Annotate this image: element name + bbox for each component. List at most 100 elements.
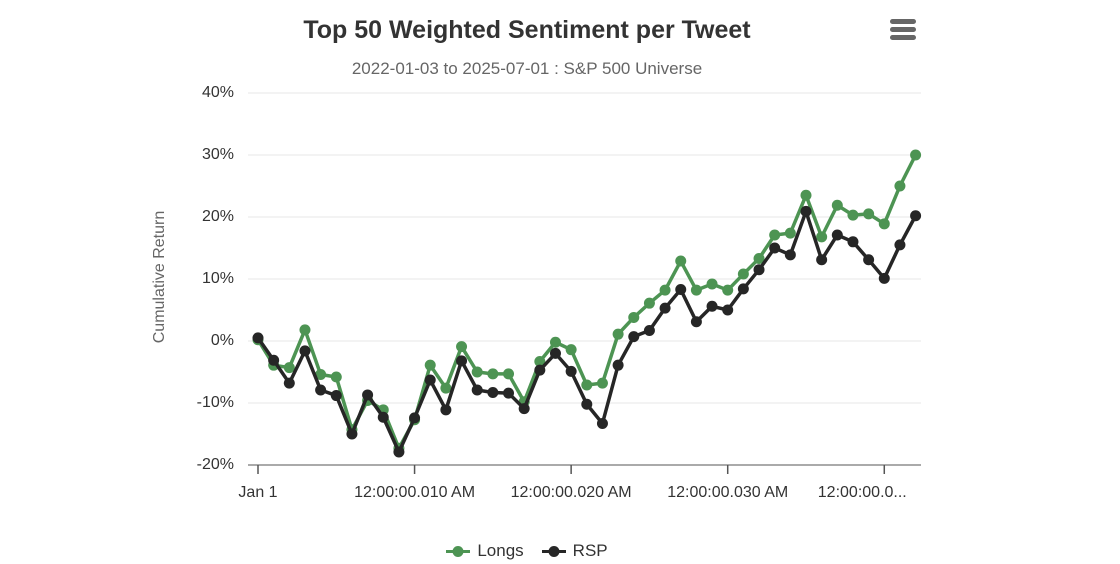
- x-axis-tick-label: Jan 1: [238, 484, 278, 501]
- series-marker-rsp: [487, 386, 499, 398]
- series-marker-rsp: [628, 331, 640, 343]
- legend-marker-longs: [446, 545, 471, 557]
- series-marker-rsp: [283, 377, 295, 389]
- x-axis-tick-label: 12:00:00.0...: [817, 484, 907, 501]
- series-marker-rsp: [362, 389, 374, 401]
- series-marker-longs: [706, 278, 718, 290]
- series-marker-rsp: [315, 384, 327, 396]
- series-marker-longs: [330, 371, 342, 383]
- series-marker-rsp: [456, 355, 468, 367]
- series-marker-longs: [784, 227, 796, 239]
- series-marker-rsp: [518, 403, 530, 415]
- series-marker-longs: [612, 328, 624, 340]
- series-marker-rsp: [800, 205, 812, 217]
- y-axis-tick-label: 0%: [210, 332, 234, 349]
- series-marker-rsp: [612, 359, 624, 371]
- series-marker-longs: [831, 199, 843, 211]
- series-marker-longs: [424, 359, 436, 371]
- series-marker-rsp: [377, 411, 389, 423]
- y-axis-tick-label: 30%: [201, 146, 234, 163]
- x-axis-tick-label: 12:00:00.030 AM: [667, 484, 789, 501]
- chart-context-menu-button[interactable]: [882, 12, 924, 46]
- series-marker-rsp: [863, 254, 875, 266]
- series-marker-rsp: [784, 249, 796, 261]
- series-marker-rsp: [675, 284, 687, 296]
- series-marker-rsp: [581, 398, 593, 410]
- series-marker-rsp: [252, 332, 264, 344]
- x-axis-tick-label: 12:00:00.020 AM: [510, 484, 632, 501]
- series-marker-rsp: [534, 364, 546, 376]
- series-marker-rsp: [769, 242, 781, 254]
- series-marker-rsp: [831, 229, 843, 241]
- legend-marker-rsp: [541, 545, 566, 557]
- series-marker-rsp: [659, 302, 671, 314]
- series-marker-longs: [737, 268, 749, 280]
- series-marker-longs: [753, 253, 765, 265]
- series-marker-rsp: [910, 210, 922, 222]
- series-marker-longs: [456, 341, 468, 353]
- series-marker-longs: [471, 366, 483, 378]
- series-marker-longs: [596, 377, 608, 389]
- series-marker-longs: [643, 297, 655, 309]
- series-marker-longs: [894, 180, 906, 192]
- y-axis-tick-label: -20%: [196, 456, 234, 473]
- series-marker-longs: [299, 324, 311, 336]
- chart-subtitle: 2022-01-03 to 2025-07-01 : S&P 500 Unive…: [351, 59, 703, 78]
- series-marker-rsp: [894, 239, 906, 251]
- series-marker-longs: [315, 368, 327, 380]
- series-marker-longs: [910, 149, 922, 161]
- y-axis-tick-label: 40%: [201, 84, 234, 101]
- series-marker-longs: [503, 368, 515, 380]
- chart-title: Top 50 Weighted Sentiment per Tweet: [303, 16, 751, 44]
- series-marker-longs: [878, 218, 890, 230]
- series-marker-rsp: [424, 374, 436, 386]
- series-marker-longs: [440, 382, 452, 394]
- series-marker-rsp: [722, 304, 734, 316]
- series-marker-rsp: [565, 365, 577, 377]
- series-marker-rsp: [753, 264, 765, 276]
- y-axis-tick-label: 10%: [201, 270, 234, 287]
- legend-item-longs[interactable]: Longs: [446, 541, 524, 561]
- series-marker-longs: [487, 368, 499, 380]
- legend-item-rsp[interactable]: RSP: [541, 541, 608, 561]
- series-marker-longs: [659, 284, 671, 296]
- series-marker-rsp: [706, 300, 718, 312]
- series-marker-rsp: [690, 316, 702, 328]
- series-marker-longs: [549, 336, 561, 348]
- series-marker-rsp: [737, 283, 749, 295]
- series-marker-longs: [800, 189, 812, 201]
- series-marker-rsp: [268, 354, 280, 366]
- series-marker-rsp: [816, 254, 828, 266]
- y-axis-tick-label: -10%: [196, 394, 234, 411]
- series-line-rsp: [256, 209, 918, 454]
- series-marker-rsp: [643, 324, 655, 336]
- series-marker-longs: [863, 208, 875, 220]
- series-marker-rsp: [847, 236, 859, 248]
- x-axis-tick-label: 12:00:00.010 AM: [354, 484, 476, 501]
- series-marker-longs: [769, 229, 781, 241]
- legend: Longs RSP: [0, 541, 1054, 561]
- legend-label-longs: Longs: [477, 541, 524, 560]
- hamburger-menu-icon: [884, 18, 922, 40]
- series-marker-rsp: [330, 390, 342, 402]
- series-marker-longs: [816, 231, 828, 243]
- series-marker-longs: [675, 255, 687, 267]
- series-marker-rsp: [346, 428, 358, 440]
- series-marker-longs: [581, 379, 593, 391]
- series-marker-longs: [722, 284, 734, 296]
- series-marker-rsp: [549, 347, 561, 359]
- series-marker-longs: [690, 284, 702, 296]
- series-marker-longs: [847, 209, 859, 221]
- series-marker-rsp: [393, 446, 405, 458]
- series-marker-rsp: [596, 417, 608, 429]
- series-marker-longs: [534, 355, 546, 367]
- series-marker-rsp: [409, 412, 421, 424]
- series-marker-longs: [283, 362, 295, 374]
- series-marker-rsp: [440, 404, 452, 416]
- series-marker-rsp: [471, 384, 483, 396]
- series-marker-rsp: [878, 272, 890, 284]
- y-axis-tick-label: 20%: [201, 208, 234, 225]
- series-marker-longs: [565, 344, 577, 356]
